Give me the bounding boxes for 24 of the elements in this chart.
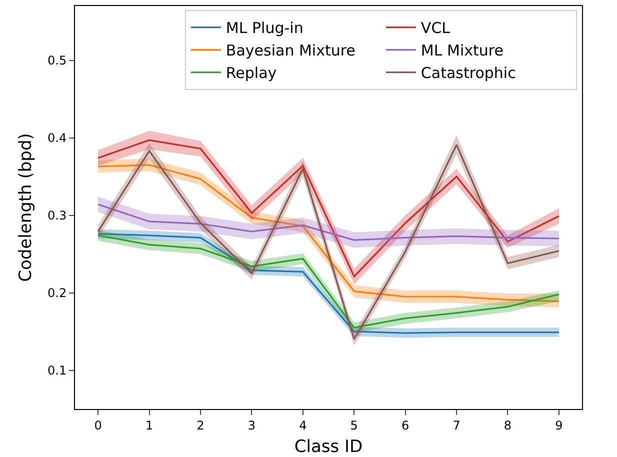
x-axis-title: Class ID: [294, 437, 363, 457]
y-tick-label: 0.5: [48, 53, 67, 68]
x-tick-label: 3: [248, 418, 256, 432]
x-tick-label: 6: [402, 418, 410, 432]
x-tick-label: 9: [555, 418, 563, 432]
legend-label: Catastrophic: [420, 64, 516, 82]
y-axis-title: Codelength (bpd): [16, 133, 36, 282]
x-tick-label: 5: [350, 418, 358, 432]
y-tick-label: 0.1: [48, 363, 67, 378]
x-tick-label: 1: [145, 418, 154, 432]
line-series: [97, 204, 560, 241]
y-tick-label: 0.2: [48, 286, 67, 300]
x-tick-label: 7: [452, 418, 460, 432]
x-tick-label: 0: [94, 418, 102, 432]
legend-label: Bayesian Mixture: [226, 42, 356, 60]
legend-label: Replay: [226, 64, 277, 82]
x-tick-label: 8: [504, 418, 512, 432]
legend-label: ML Plug-in: [226, 19, 304, 38]
legend-label: VCL: [420, 19, 451, 38]
y-tick-label: 0.4: [48, 130, 67, 145]
x-tick-label: 4: [299, 418, 307, 432]
y-tick-label: 0.3: [48, 208, 67, 222]
legend-label: ML Mixture: [420, 42, 504, 60]
x-tick-label: 2: [196, 418, 204, 432]
